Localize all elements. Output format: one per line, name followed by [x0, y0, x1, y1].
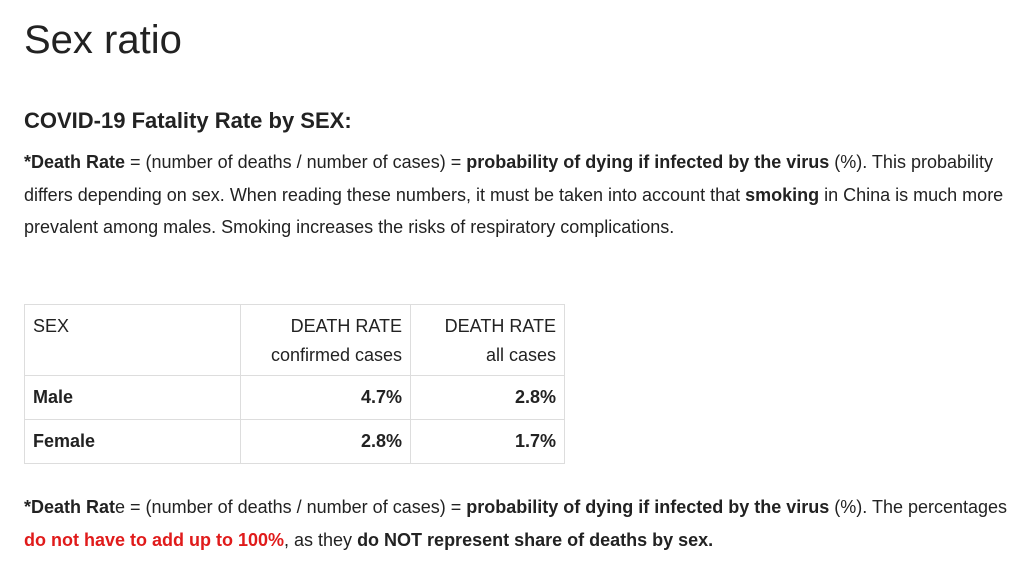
- table-row: Female 2.8% 1.7%: [24, 419, 565, 464]
- cell-all-rate: 1.7%: [410, 419, 565, 464]
- cell-sex: Female: [24, 419, 241, 464]
- header-death-rate-confirmed: DEATH RATE confirmed cases: [240, 304, 411, 376]
- footnote-paragraph: *Death Rate = (number of deaths / number…: [24, 491, 1014, 556]
- header-all-line1: DEATH RATE: [444, 316, 556, 336]
- cell-confirmed-rate: 4.7%: [240, 375, 411, 420]
- section-title: COVID-19 Fatality Rate by SEX:: [24, 108, 352, 133]
- table-header-row: SEX DEATH RATE confirmed cases DEATH RAT…: [24, 304, 565, 376]
- intro-paragraph: *Death Rate = (number of deaths / number…: [24, 146, 1014, 244]
- footnote-bold-end: do NOT represent share of deaths by sex.: [357, 529, 714, 550]
- header-death-rate-all: DEATH RATE all cases: [410, 304, 565, 376]
- cell-all-rate: 2.8%: [410, 375, 565, 420]
- footnote-red-warning: do not have to add up to 100%: [24, 529, 285, 550]
- cell-sex: Male: [24, 375, 241, 420]
- footnote-percent-note: (%). The percentages: [829, 497, 1008, 517]
- header-confirmed-line2: confirmed cases: [270, 345, 402, 365]
- header-sex: SEX: [24, 304, 241, 376]
- page-title: Sex ratio: [24, 18, 182, 62]
- death-rate-formula: = (number of deaths / number of cases) =: [125, 152, 467, 172]
- intro-rest: in China is much more prevalent among ma…: [24, 184, 1004, 238]
- footnote-probability: probability of dying if infected by the …: [466, 497, 830, 517]
- table-row: Male 4.7% 2.8%: [24, 375, 565, 420]
- footnote-formula: = (number of deaths / number of cases) =: [125, 497, 467, 517]
- death-rate-label: *Death Rate: [24, 152, 126, 172]
- header-all-line2: all cases: [485, 345, 556, 365]
- footnote-death-rate-label: *Death Rat: [24, 497, 116, 517]
- death-rate-percent-note: (%). This probability differs depending …: [24, 152, 993, 205]
- footnote-middle: , as they: [284, 529, 358, 550]
- death-rate-probability: probability of dying if infected by the …: [466, 152, 830, 172]
- fatality-by-sex-table: SEX DEATH RATE confirmed cases DEATH RAT…: [24, 304, 565, 464]
- footnote-label-tail: e: [115, 497, 126, 517]
- cell-confirmed-rate: 2.8%: [240, 419, 411, 464]
- header-confirmed-line1: DEATH RATE: [290, 316, 402, 336]
- smoking-emphasis: smoking: [745, 184, 820, 205]
